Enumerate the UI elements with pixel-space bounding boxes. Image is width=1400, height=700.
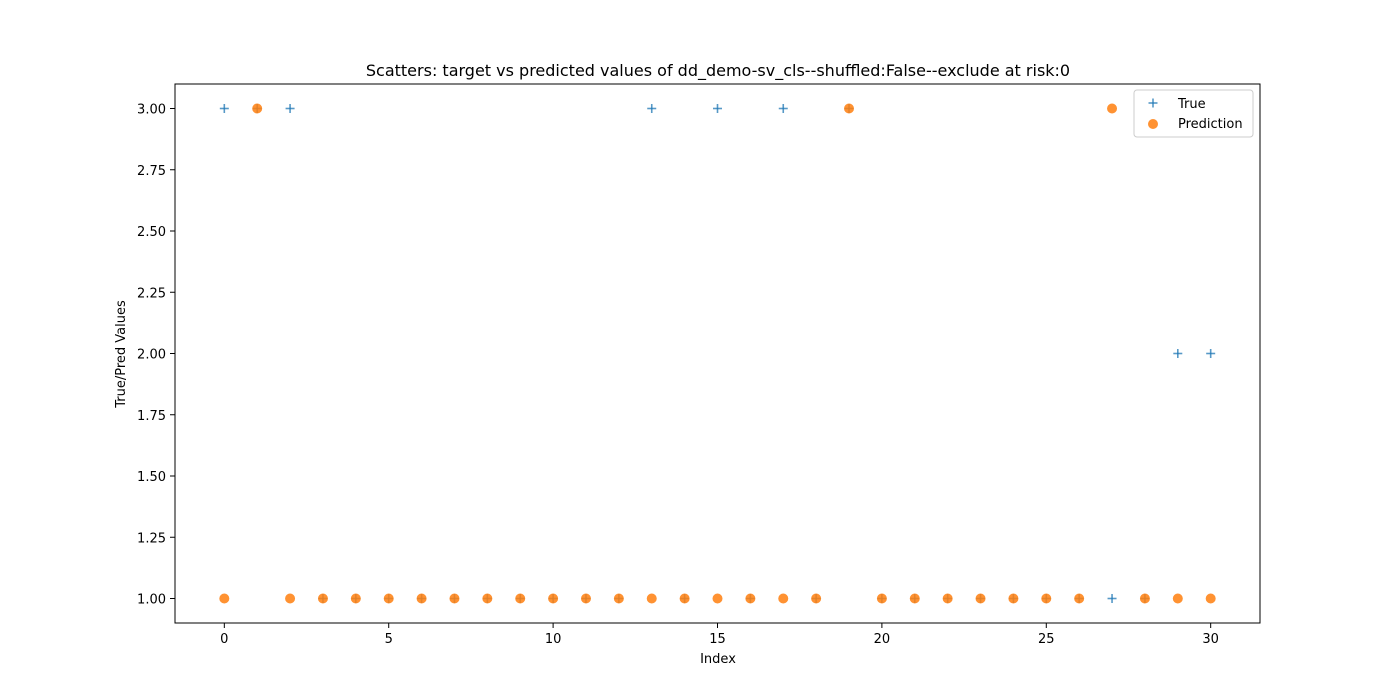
- prediction-point: [778, 593, 789, 604]
- x-tick-label: 20: [874, 632, 891, 647]
- prediction-point: [745, 593, 756, 604]
- legend-label-true: True: [1177, 97, 1206, 112]
- y-axis-label: True/Pred Values: [114, 300, 129, 409]
- prediction-point: [679, 593, 690, 604]
- x-tick-label: 25: [1038, 632, 1055, 647]
- prediction-point: [482, 593, 493, 604]
- prediction-point: [942, 593, 953, 604]
- chart-title: Scatters: target vs predicted values of …: [366, 61, 1070, 81]
- legend-label-prediction: Prediction: [1178, 117, 1243, 132]
- true-point: [1107, 594, 1117, 603]
- x-tick-label: 10: [545, 632, 562, 647]
- prediction-point: [1172, 593, 1183, 604]
- x-tick-label: 0: [220, 632, 228, 647]
- y-tick-label: 2.75: [137, 164, 166, 179]
- x-tick-label: 5: [385, 632, 393, 647]
- x-axis: 0 5 10 15 20 25 30: [220, 623, 1219, 647]
- prediction-point: [646, 593, 657, 604]
- x-axis-label: Index: [700, 652, 736, 667]
- prediction-point: [1041, 593, 1052, 604]
- x-tick-label: 30: [1202, 632, 1219, 647]
- prediction-point: [909, 593, 920, 604]
- prediction-point: [811, 593, 822, 604]
- y-tick-label: 2.00: [137, 348, 166, 363]
- y-tick-label: 1.00: [137, 593, 166, 608]
- prediction-point: [844, 103, 855, 114]
- true-point: [647, 104, 657, 113]
- true-point: [1206, 349, 1216, 358]
- prediction-point: [219, 593, 230, 604]
- y-tick-label: 1.75: [137, 409, 166, 424]
- true-point: [285, 104, 295, 113]
- y-tick-label: 2.25: [137, 286, 166, 301]
- true-point: [778, 104, 788, 113]
- prediction-point: [712, 593, 723, 604]
- y-axis: 1.00 1.25 1.50 1.75 2.00 2.25 2.50 2.75 3.00: [137, 103, 175, 608]
- true-point: [1173, 349, 1183, 358]
- y-tick-label: 3.00: [137, 103, 166, 118]
- prediction-point: [613, 593, 624, 604]
- prediction-point: [350, 593, 361, 604]
- y-tick-label: 2.50: [137, 225, 166, 240]
- legend-marker-prediction-glyph: [1148, 119, 1158, 129]
- prediction-point: [285, 593, 296, 604]
- prediction-point: [515, 593, 526, 604]
- prediction-point: [252, 103, 263, 114]
- legend-marker-prediction: [1148, 119, 1158, 129]
- prediction-point: [975, 593, 986, 604]
- prediction-point: [416, 593, 427, 604]
- prediction-point: [383, 593, 394, 604]
- true-point: [219, 104, 229, 113]
- prediction-point: [1205, 593, 1216, 604]
- prediction-point: [876, 593, 887, 604]
- prediction-point: [1074, 593, 1085, 604]
- prediction-point: [548, 593, 559, 604]
- legend: True Prediction: [1133, 89, 1254, 138]
- prediction-point: [580, 593, 591, 604]
- legend-marker-true: [1148, 98, 1158, 108]
- legend-marker-true-glyph: [1148, 98, 1158, 108]
- prediction-point: [317, 593, 328, 604]
- legend-box: [1133, 89, 1254, 138]
- y-tick-label: 1.50: [137, 470, 166, 485]
- x-tick-label: 15: [709, 632, 726, 647]
- prediction-point: [449, 593, 460, 604]
- y-tick-label: 1.25: [137, 531, 166, 546]
- points-layer: [219, 103, 1216, 604]
- prediction-point: [1008, 593, 1019, 604]
- prediction-point: [1139, 593, 1150, 604]
- true-point: [713, 104, 722, 113]
- prediction-point: [1107, 103, 1118, 114]
